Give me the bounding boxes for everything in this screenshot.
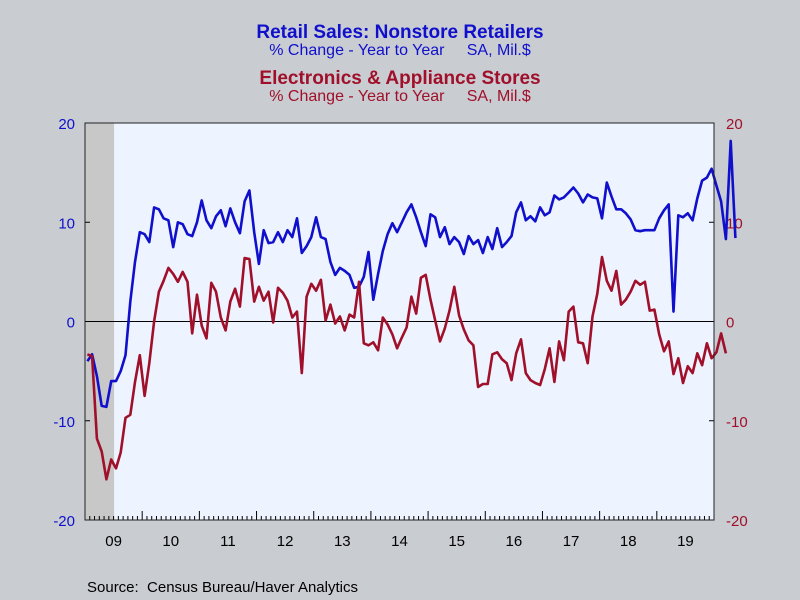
- chart-title-1: Retail Sales: Nonstore Retailers: [256, 22, 543, 43]
- series-line-electronics-appliance: [86, 255, 728, 481]
- series-line-nonstore-retailers: [86, 139, 737, 409]
- y-left-tick-label: -10: [53, 414, 75, 431]
- series-lines: [86, 139, 737, 481]
- x-tick-label: 14: [391, 533, 408, 550]
- x-tick-label: 17: [563, 533, 580, 550]
- x-tick-label: 19: [677, 533, 694, 550]
- y-right-tick-label: 20: [726, 116, 743, 133]
- source-note: Source: Census Bureau/Haver Analytics: [87, 579, 358, 596]
- chart-subtitle-1: % Change - Year to Year SA, Mil.$: [269, 42, 531, 59]
- y-left-tick-label: 20: [58, 116, 75, 133]
- y-right-tick-label: -20: [726, 513, 748, 530]
- plot-frame: [84, 122, 715, 521]
- y-left-tick-label: -20: [53, 513, 75, 530]
- chart-title-2: Electronics & Appliance Stores: [259, 68, 540, 89]
- y-right-tick-label: 0: [726, 315, 734, 332]
- y-right-tick-label: -10: [726, 414, 748, 431]
- x-tick-label: 09: [105, 533, 122, 550]
- chart-subtitle-2: % Change - Year to Year SA, Mil.$: [269, 88, 531, 105]
- x-tick-label: 13: [334, 533, 351, 550]
- x-tick-label: 11: [220, 533, 236, 550]
- y-left-tick-label: 0: [67, 315, 75, 332]
- x-tick-label: 18: [620, 533, 637, 550]
- x-axis-ticks: 09 10 11 12 13 14 15 16 17 18 19: [84, 511, 715, 550]
- x-tick-label: 10: [162, 533, 179, 550]
- x-tick-label: 12: [277, 533, 294, 550]
- x-tick-label: 16: [506, 533, 523, 550]
- y-left-tick-label: 10: [58, 215, 75, 232]
- x-tick-label: 15: [448, 533, 465, 550]
- y-axis-left: -20 -10 0 10 20: [53, 116, 90, 530]
